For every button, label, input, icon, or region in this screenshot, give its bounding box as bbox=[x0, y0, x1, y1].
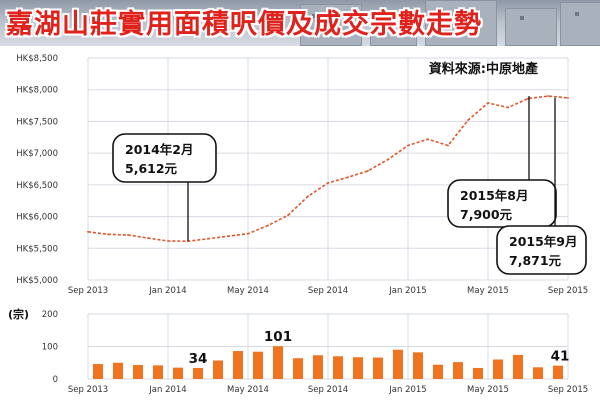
price-point bbox=[167, 240, 169, 242]
bar-x-tick-label: Sep 2013 bbox=[68, 385, 108, 395]
volume-bar bbox=[233, 351, 243, 379]
volume-bar bbox=[213, 360, 223, 379]
volume-bar bbox=[113, 362, 123, 379]
chart-panel: HK$5,000 HK$5,500 HK$6,000 HK$6,500 HK$7,000… bbox=[0, 46, 600, 405]
volume-bar bbox=[493, 359, 503, 379]
bar-y-axis-label: (宗) bbox=[8, 307, 29, 321]
price-point bbox=[567, 96, 569, 99]
price-point bbox=[87, 230, 89, 233]
callout-price-label: 5,612元 bbox=[125, 161, 178, 176]
volume-bar bbox=[173, 367, 183, 379]
volume-bar bbox=[453, 362, 463, 379]
price-point bbox=[267, 224, 269, 227]
line-y-tick-label: HK$8,000 bbox=[16, 86, 58, 96]
price-point bbox=[307, 195, 309, 198]
price-point bbox=[327, 182, 329, 184]
volume-bar bbox=[473, 367, 483, 379]
line-x-tick-label: Jan 2014 bbox=[148, 286, 186, 296]
volume-data-label: 101 bbox=[264, 329, 292, 345]
volume-bar bbox=[533, 367, 543, 379]
price-point bbox=[147, 237, 149, 240]
header-background-photo bbox=[0, 0, 600, 46]
volume-bar bbox=[373, 357, 383, 379]
bar-y-tick-label: 200 bbox=[42, 310, 58, 320]
volume-data-label: 34 bbox=[189, 351, 208, 367]
price-point bbox=[227, 235, 229, 238]
line-x-tick-label: Jan 2015 bbox=[388, 286, 426, 296]
price-point bbox=[447, 144, 449, 147]
callout-price-label: 7,871元 bbox=[509, 253, 562, 268]
volume-bar bbox=[93, 364, 103, 379]
line-y-tick-label: HK$7,000 bbox=[16, 149, 58, 159]
volume-bar bbox=[393, 349, 403, 379]
price-point bbox=[487, 102, 489, 104]
volume-bar bbox=[273, 346, 283, 379]
price-point bbox=[287, 214, 289, 217]
price-point bbox=[127, 234, 129, 236]
price-point bbox=[367, 170, 369, 172]
price-point bbox=[547, 95, 549, 97]
price-point bbox=[467, 119, 469, 122]
price-point bbox=[207, 237, 209, 240]
bar-x-tick-label: Sep 2014 bbox=[308, 385, 348, 395]
chart-svg: HK$5,000 HK$5,500 HK$6,000 HK$6,500 HK$7,000… bbox=[8, 54, 588, 395]
callout-box bbox=[112, 133, 217, 183]
price-point bbox=[507, 106, 509, 109]
volume-bar bbox=[513, 354, 523, 379]
volume-bar bbox=[333, 356, 343, 379]
bar-x-tick-label: Sep 2015 bbox=[548, 385, 588, 395]
bar-x-tick-label: Jan 2015 bbox=[388, 385, 426, 395]
volume-bar bbox=[133, 365, 143, 379]
line-x-tick-label: Sep 2015 bbox=[548, 286, 588, 296]
price-point bbox=[247, 232, 249, 235]
callout-price-label: 7,900元 bbox=[460, 207, 513, 222]
volume-bar bbox=[153, 365, 163, 379]
line-x-tick-label: May 2015 bbox=[467, 286, 509, 296]
price-point bbox=[427, 138, 429, 141]
volume-bar bbox=[293, 358, 303, 379]
chart-title: 嘉湖山莊實用面積呎價及成交宗數走勢 bbox=[6, 9, 482, 40]
line-y-tick-label: HK$8,500 bbox=[16, 54, 58, 64]
line-y-tick-label: HK$7,500 bbox=[16, 117, 58, 127]
volume-bar bbox=[413, 352, 423, 379]
bar-x-tick-label: May 2014 bbox=[227, 385, 269, 395]
volume-bar bbox=[433, 364, 443, 379]
callout-date-label: 2014年2月 bbox=[125, 142, 194, 157]
price-point bbox=[387, 158, 389, 161]
price-point bbox=[107, 233, 109, 236]
volume-data-label: 41 bbox=[551, 349, 570, 365]
line-y-tick-label: HK$6,000 bbox=[16, 213, 58, 223]
bar-y-tick-label: 100 bbox=[42, 343, 58, 353]
line-x-tick-label: May 2014 bbox=[227, 286, 269, 296]
bar-x-tick-label: Jan 2014 bbox=[148, 385, 186, 395]
callout-box bbox=[447, 179, 557, 228]
callout-date-label: 2015年8月 bbox=[460, 188, 529, 203]
line-x-tick-label: Sep 2014 bbox=[308, 286, 348, 296]
volume-bar bbox=[193, 367, 203, 379]
price-point bbox=[407, 144, 409, 147]
line-y-tick-label: HK$5,500 bbox=[16, 244, 58, 254]
volume-bar bbox=[313, 355, 323, 379]
volume-bar bbox=[253, 351, 263, 379]
line-y-tick-label: HK$6,500 bbox=[16, 181, 58, 191]
price-point bbox=[347, 176, 349, 179]
volume-bar bbox=[553, 365, 563, 379]
line-y-tick-label: HK$5,000 bbox=[16, 276, 58, 286]
callout-box bbox=[496, 225, 587, 275]
volume-bar bbox=[353, 357, 363, 379]
bar-y-tick-label: 0 bbox=[53, 375, 58, 385]
callout-date-label: 2015年9月 bbox=[509, 234, 578, 249]
line-x-tick-label: Sep 2013 bbox=[68, 286, 108, 296]
bar-x-tick-label: May 2015 bbox=[467, 385, 509, 395]
source-note: 資料來源:中原地產 bbox=[429, 61, 538, 77]
